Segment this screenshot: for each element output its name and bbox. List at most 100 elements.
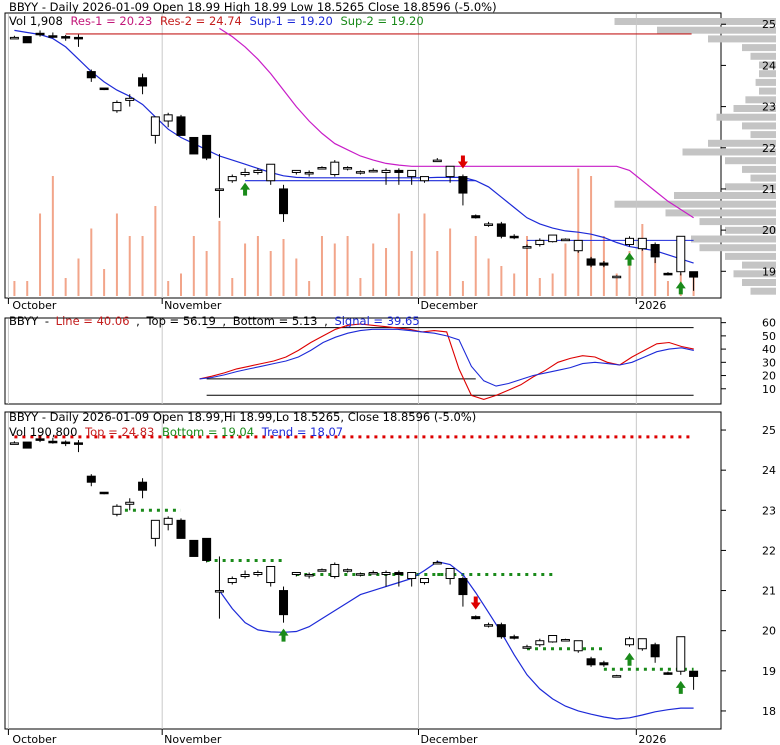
candle bbox=[330, 161, 340, 176]
volume-profile-bar bbox=[682, 148, 776, 156]
candle bbox=[189, 539, 199, 557]
x-month-label: December bbox=[420, 733, 478, 745]
volume-profile-bar bbox=[674, 192, 776, 199]
oscillator-gridlines bbox=[7, 319, 637, 404]
candle bbox=[381, 169, 391, 173]
y-tick-label: 24 bbox=[762, 59, 776, 72]
candle bbox=[22, 36, 32, 44]
volume-bar bbox=[320, 236, 323, 296]
buy-arrow bbox=[675, 680, 686, 694]
candle bbox=[676, 235, 686, 273]
volume-label: Vol 1,908 bbox=[9, 14, 63, 28]
volume-profile-bar bbox=[665, 209, 776, 217]
trend-y-axis: 25 24 23 22 21 20 19 18 bbox=[721, 424, 776, 718]
candle bbox=[35, 32, 45, 36]
resistance-line bbox=[219, 27, 694, 219]
candle bbox=[560, 238, 570, 242]
candle bbox=[535, 640, 545, 646]
y-tick-label: 19 bbox=[762, 265, 776, 278]
candle bbox=[445, 567, 455, 580]
volume-profile-bar bbox=[699, 218, 776, 226]
volume-bar bbox=[372, 243, 375, 296]
candle bbox=[368, 572, 378, 575]
volume-profile-bar bbox=[759, 87, 776, 95]
candle bbox=[163, 114, 173, 122]
candle bbox=[9, 442, 19, 445]
volume-bar bbox=[90, 228, 93, 296]
candle bbox=[407, 572, 417, 580]
candle bbox=[330, 563, 340, 578]
candle bbox=[573, 640, 583, 652]
candle bbox=[522, 246, 532, 249]
trend-header-row: Vol 190,800 Top = 24.83 Bottom = 19.04 T… bbox=[9, 425, 343, 439]
candle bbox=[689, 271, 699, 278]
candle bbox=[650, 244, 660, 258]
candle bbox=[471, 616, 481, 620]
x-month-label: 2026 bbox=[638, 299, 666, 312]
candle bbox=[612, 675, 622, 678]
volume-profile-bar bbox=[725, 226, 776, 234]
candle bbox=[548, 635, 558, 643]
volume-bar bbox=[410, 251, 413, 296]
volume-bar bbox=[628, 251, 631, 296]
candle bbox=[625, 638, 635, 646]
volume-bar bbox=[346, 236, 349, 296]
volume-bar bbox=[654, 258, 657, 296]
y-tick-label: 21 bbox=[762, 585, 776, 598]
candle bbox=[61, 36, 71, 39]
volume-bar bbox=[423, 213, 426, 296]
candle bbox=[343, 569, 353, 572]
oscillator-panel-frame bbox=[4, 317, 722, 405]
candle bbox=[663, 672, 673, 675]
volume-bar bbox=[513, 273, 516, 296]
price-x-axis: October November December 2026 bbox=[12, 299, 666, 312]
volume-bar bbox=[397, 213, 400, 296]
volume-bar bbox=[115, 213, 118, 296]
x-month-label: November bbox=[164, 733, 222, 745]
signal-line bbox=[199, 328, 694, 387]
oscillator-lines bbox=[199, 323, 694, 400]
buy-arrow bbox=[278, 628, 289, 642]
trend-bottom-label: Bottom = 19.04 bbox=[162, 425, 254, 439]
volume-profile-bar bbox=[708, 139, 776, 147]
volume-profile-bar bbox=[742, 165, 776, 173]
candle bbox=[22, 441, 32, 449]
y-tick-label: 40 bbox=[762, 343, 776, 356]
volume-profile-bar bbox=[750, 174, 776, 182]
candle bbox=[214, 188, 224, 191]
candle bbox=[599, 662, 609, 666]
volume-bar bbox=[282, 239, 285, 296]
x-month-label: December bbox=[420, 299, 478, 312]
candle bbox=[176, 116, 186, 136]
osc-line-label: Line = 40.06 bbox=[56, 314, 130, 328]
volume-bar bbox=[474, 236, 477, 296]
trend-top-label: Top = 24.83 bbox=[84, 425, 154, 439]
candle bbox=[214, 590, 224, 593]
trend-line bbox=[218, 561, 694, 720]
candle bbox=[355, 171, 365, 174]
trend-title: BBYY - Daily 2026-01-09 Open 18.99,Hi 18… bbox=[9, 410, 476, 424]
y-tick-label: 21 bbox=[762, 183, 776, 196]
volume-profile-bar bbox=[750, 131, 776, 139]
candle bbox=[112, 101, 122, 112]
volume-profile-bar bbox=[742, 44, 776, 52]
volume-profile-bar bbox=[750, 52, 776, 60]
candle bbox=[35, 438, 45, 441]
volume-profile-bar bbox=[725, 183, 776, 191]
volume-profile-bar bbox=[745, 96, 776, 104]
volume-bar bbox=[167, 281, 170, 296]
volume-profile-bar bbox=[759, 70, 776, 78]
price-header-row: Vol 1,908 Res-1 = 20.23 Res-2 = 24.74 Su… bbox=[9, 14, 424, 28]
y-tick-label: 24 bbox=[762, 464, 776, 477]
volume-bar bbox=[231, 278, 234, 296]
volume-bar bbox=[308, 281, 311, 296]
volume-profile-bar bbox=[742, 122, 776, 130]
volume-bar bbox=[180, 273, 182, 296]
candle bbox=[176, 519, 186, 539]
y-tick-label: 20 bbox=[762, 224, 776, 237]
volume-profile-bar bbox=[750, 287, 776, 295]
volume-bar bbox=[77, 258, 80, 296]
candle bbox=[279, 590, 289, 616]
volume-bar bbox=[666, 281, 669, 296]
candle bbox=[73, 442, 83, 445]
